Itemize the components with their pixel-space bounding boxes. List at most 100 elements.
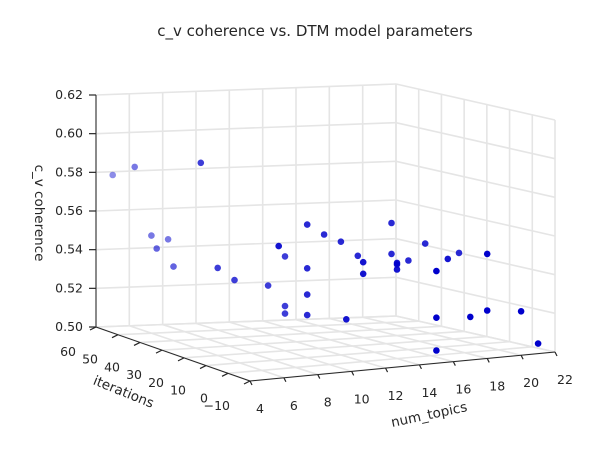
data-point <box>264 282 272 289</box>
data-point <box>359 258 367 266</box>
z-tick-label: 0.50 <box>55 319 83 334</box>
z-grid-back <box>95 276 397 290</box>
data-point <box>231 276 238 284</box>
z-grid-back <box>95 83 397 96</box>
y-tick-label: 20 <box>148 375 164 390</box>
y-grid-floor <box>139 325 442 344</box>
x-tick <box>385 367 389 373</box>
x-tick-label: 10 <box>354 391 370 406</box>
z-tick-label: 0.62 <box>55 87 83 102</box>
x-tick-label: 12 <box>388 388 404 403</box>
y-tick-label: 30 <box>126 367 142 382</box>
data-point <box>164 236 172 243</box>
data-point <box>303 265 311 272</box>
x-tick <box>317 374 321 379</box>
x-grid-floor <box>129 325 285 379</box>
x-grid-floor <box>262 320 420 366</box>
z-grid-side <box>395 199 556 237</box>
data-point <box>131 163 138 171</box>
x-grid-floor <box>329 317 488 360</box>
y-grid-floor <box>183 335 487 359</box>
x-tick-label: 8 <box>324 395 332 410</box>
x-tick-label: 22 <box>557 372 573 387</box>
z-grid-back <box>95 121 397 135</box>
z-grid-side <box>395 121 556 160</box>
y-tick <box>111 334 119 339</box>
data-point <box>109 171 116 179</box>
data-point <box>433 267 440 275</box>
x-tick-label: 14 <box>421 385 437 400</box>
data-points <box>109 159 542 354</box>
x-tick <box>486 358 490 363</box>
data-point <box>483 250 491 258</box>
x-tick-label: 18 <box>489 378 505 393</box>
y-tick-label: 0 <box>200 390 208 405</box>
z-axis-label: c_v coherence <box>31 165 47 262</box>
data-point <box>405 257 412 264</box>
y-tick-label: 50 <box>82 352 98 367</box>
x-tick <box>452 361 456 366</box>
y-axis-label: iterations <box>91 373 156 412</box>
y-tick-label: −10 <box>204 398 230 413</box>
z-tick-label: 0.52 <box>55 280 83 295</box>
data-point <box>303 221 311 228</box>
x-axis-label: num_topics <box>390 399 469 431</box>
x-grid-floor <box>362 316 522 357</box>
y-tick-label: 10 <box>170 383 186 398</box>
data-point <box>343 316 350 323</box>
y-tick <box>199 365 207 370</box>
tick-labels: 4 6 8 10 12 14 16 18 20 22 −100 10 20 30 40 50 60 0.50 0.5… <box>55 87 573 416</box>
x-tick <box>351 371 355 376</box>
x-grid-floor <box>295 318 454 363</box>
axis-lines <box>89 94 558 386</box>
x-tick <box>249 380 253 386</box>
y-axis-line <box>95 326 251 382</box>
data-point <box>275 242 283 250</box>
data-point <box>320 231 328 238</box>
data-point <box>281 253 289 260</box>
data-point <box>433 347 440 354</box>
z-grid-side <box>395 160 556 199</box>
chart-title: c_v coherence vs. DTM model parameters <box>157 22 473 41</box>
y-tick-label: 60 <box>60 344 76 359</box>
x-grid-floor <box>229 321 386 369</box>
data-point <box>388 219 395 227</box>
x-tick-label: 20 <box>523 375 539 390</box>
data-point <box>170 263 177 270</box>
data-point <box>148 232 155 239</box>
z-grid-back <box>95 199 397 212</box>
z-grid-side <box>395 315 556 353</box>
data-point <box>303 311 311 319</box>
data-point <box>455 249 463 257</box>
data-point <box>354 252 362 260</box>
data-point <box>337 238 345 245</box>
y-tick <box>155 349 163 354</box>
z-grid-side <box>395 276 556 315</box>
y-grid-floor <box>205 340 510 367</box>
y-tick-label: 40 <box>104 359 120 374</box>
y-grid-floor <box>227 346 533 375</box>
data-point <box>303 291 311 298</box>
data-point <box>433 314 440 322</box>
data-point <box>517 308 525 315</box>
y-tick <box>221 372 229 377</box>
x-grid-floor <box>195 322 352 373</box>
y-tick <box>133 341 141 346</box>
x-tick-label: 6 <box>290 398 298 413</box>
x-tick <box>418 364 422 370</box>
data-point <box>393 266 401 273</box>
data-point <box>359 270 367 278</box>
x-tick <box>283 377 287 383</box>
data-point <box>483 307 491 314</box>
data-point <box>281 302 289 310</box>
z-tick-label: 0.56 <box>55 203 83 218</box>
x-tick-label: 4 <box>256 401 264 416</box>
x-grid-floor <box>162 323 319 376</box>
data-point <box>393 261 401 268</box>
data-point <box>197 159 205 167</box>
data-point <box>444 255 452 263</box>
data-point <box>388 250 395 258</box>
z-tick-label: 0.58 <box>55 164 83 179</box>
y-tick <box>177 357 185 362</box>
